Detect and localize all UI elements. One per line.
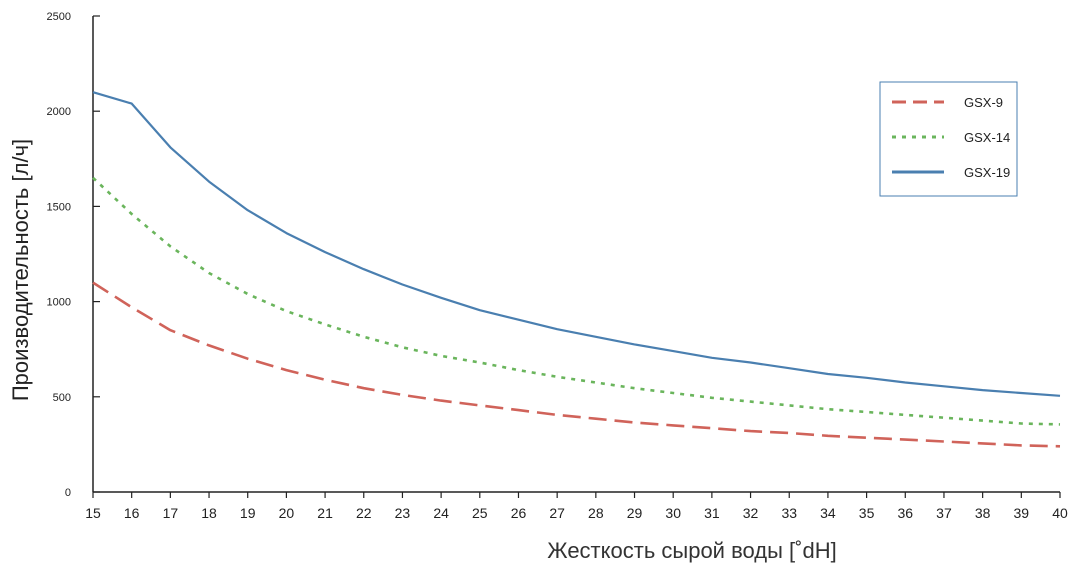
x-tick-label: 23: [395, 505, 411, 521]
x-tick-label: 25: [472, 505, 488, 521]
y-tick-label: 0: [65, 487, 71, 499]
x-tick-label: 30: [665, 505, 681, 521]
x-axis-label: Жесткость сырой воды [˚dH]: [547, 538, 836, 563]
x-tick-label: 32: [743, 505, 759, 521]
legend-label-gsx-19: GSX-19: [964, 165, 1010, 180]
x-tick-label: 33: [781, 505, 797, 521]
x-tick-label: 28: [588, 505, 604, 521]
legend: GSX-9 GSX-14 GSX-19: [879, 81, 1018, 197]
x-tick-label: 38: [975, 505, 991, 521]
x-tick-label: 35: [859, 505, 875, 521]
axes: 0 500 1000 1500 2000 2500 15 16 17 18 19 20 21 22 23 2…: [47, 11, 1068, 521]
x-tick-label: 39: [1014, 505, 1030, 521]
x-tick-label: 36: [897, 505, 913, 521]
x-tick-label: 16: [124, 505, 140, 521]
series-layer: [92, 91, 1061, 448]
x-tick-label: 40: [1052, 505, 1068, 521]
y-axis-label: Производительность [л/ч]: [8, 139, 33, 401]
x-tick-label: 37: [936, 505, 952, 521]
y-tick-label: 500: [53, 392, 71, 404]
x-tick-label: 21: [317, 505, 333, 521]
legend-label-gsx-9: GSX-9: [964, 95, 1003, 110]
series-line-gsx-14: [92, 176, 1061, 426]
x-tick-label: 18: [201, 505, 217, 521]
x-tick-label: 27: [549, 505, 565, 521]
x-tick-label: 29: [627, 505, 643, 521]
y-tick-label: 1000: [47, 297, 71, 309]
y-tick-label: 2500: [47, 11, 71, 23]
x-tick-label: 31: [704, 505, 720, 521]
series-line-gsx-9: [92, 281, 1061, 448]
x-axis-ticks: 15 16 17 18 19 20 21 22 23 24 25 26 27 28 29 30 31 32 33 34…: [85, 492, 1068, 521]
x-tick-label: 34: [820, 505, 836, 521]
x-tick-label: 24: [433, 505, 449, 521]
series-line-gsx-19: [92, 91, 1061, 397]
x-tick-label: 22: [356, 505, 372, 521]
x-tick-label: 19: [240, 505, 256, 521]
x-tick-label: 15: [85, 505, 101, 521]
x-tick-label: 26: [511, 505, 527, 521]
legend-label-gsx-14: GSX-14: [964, 130, 1010, 145]
x-tick-label: 17: [163, 505, 179, 521]
x-tick-label: 20: [279, 505, 295, 521]
y-tick-label: 2000: [47, 106, 71, 118]
y-axis-ticks: 0 500 1000 1500 2000 2500: [47, 11, 100, 499]
y-tick-label: 1500: [47, 201, 71, 213]
